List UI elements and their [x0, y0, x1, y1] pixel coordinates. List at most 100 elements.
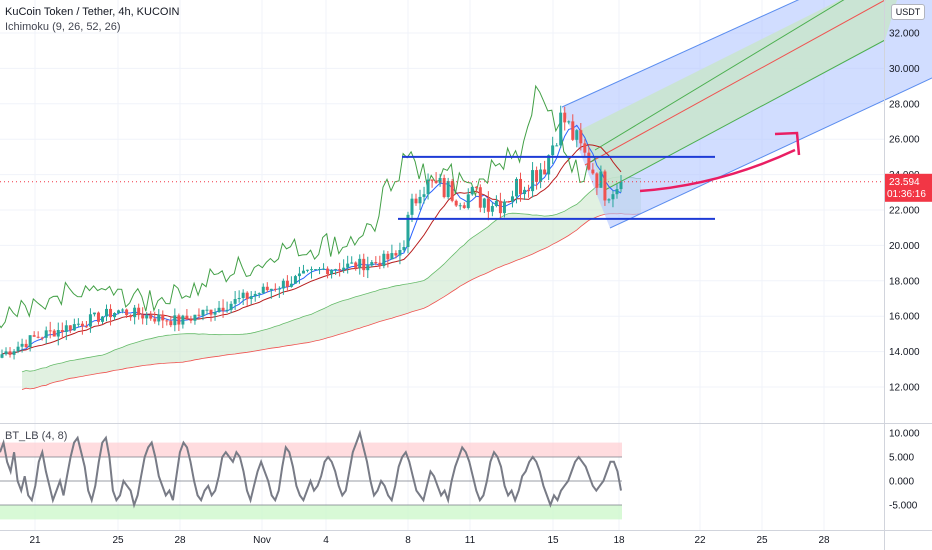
- candle-body: [52, 330, 56, 337]
- candle-body: [40, 337, 44, 339]
- candle-body: [209, 309, 213, 315]
- price-tag-countdown: 01:36:16: [887, 189, 926, 200]
- candle-body: [502, 201, 506, 214]
- candle-body: [153, 318, 157, 322]
- candle-body: [56, 330, 60, 337]
- currency-label[interactable]: USDT: [891, 4, 925, 20]
- candle-body: [402, 247, 406, 251]
- candle-body: [474, 186, 478, 188]
- candle-body: [354, 262, 358, 268]
- price-tick-label: 30.000: [889, 64, 920, 75]
- candle-body: [314, 269, 318, 271]
- candle-body: [382, 253, 386, 267]
- candle-body: [547, 155, 551, 175]
- candle-body: [257, 293, 261, 295]
- candle-body: [523, 189, 527, 195]
- time-tick-label: 28: [174, 535, 186, 546]
- candle-body: [450, 181, 454, 201]
- candle-body: [358, 258, 362, 268]
- candle-body: [261, 286, 265, 294]
- candle-body: [36, 336, 40, 338]
- candle-body: [330, 269, 334, 275]
- candle-body: [454, 200, 458, 206]
- time-tick-label: 8: [405, 535, 411, 546]
- candle-body: [458, 205, 462, 207]
- candle-body: [438, 177, 442, 183]
- candle-body: [575, 130, 579, 140]
- candle-body: [96, 312, 100, 322]
- candle-body: [16, 346, 20, 352]
- candle-body: [366, 265, 370, 271]
- cloud-fill: [22, 176, 641, 390]
- candle-body: [301, 270, 305, 274]
- candle-body: [342, 267, 346, 271]
- candle-body: [543, 169, 547, 175]
- ichimoku-cloud: [21, 176, 642, 390]
- candle-body: [137, 307, 141, 316]
- chart-title: KuCoin Token / Tether, 4h, KUCOIN: [5, 6, 180, 18]
- candle-body: [8, 351, 12, 355]
- candle-body: [430, 179, 434, 181]
- osc-upper-band: [0, 442, 622, 457]
- candle-body: [177, 315, 181, 325]
- trend-drawings: [0, 131, 884, 220]
- price-tick-label: 22.000: [889, 206, 920, 217]
- leading-span-a: [21, 176, 641, 373]
- candle-body: [20, 343, 24, 347]
- candlesticks: [0, 105, 623, 360]
- candle-body: [169, 321, 173, 326]
- candle-body: [72, 324, 76, 331]
- forecast-arrow-line: [639, 148, 796, 193]
- candle-body: [338, 269, 342, 271]
- price-tick-label: 18.000: [889, 276, 920, 287]
- leading-span-b: [21, 213, 642, 390]
- lagging-span: [0, 84, 597, 329]
- candle-body: [591, 169, 595, 174]
- candle-body: [394, 253, 398, 256]
- candle-body: [84, 326, 88, 328]
- candle-body: [277, 288, 281, 290]
- candle-body: [494, 200, 498, 207]
- candle-body: [422, 194, 426, 197]
- pitchfork-channel: [561, 0, 932, 229]
- osc-line: [0, 429, 622, 509]
- candle-body: [105, 308, 109, 317]
- candle-body: [149, 315, 153, 319]
- candle-body: [189, 319, 193, 321]
- osc-tick-label: 5.000: [889, 453, 914, 464]
- candle-body: [466, 194, 470, 208]
- osc-lower-band: [0, 505, 622, 520]
- candle-body: [297, 273, 301, 277]
- candle-body: [527, 189, 531, 192]
- candle-body: [579, 130, 583, 144]
- candle-body: [269, 288, 273, 291]
- candle-body: [583, 143, 587, 153]
- candle-body: [410, 198, 414, 215]
- candle-body: [181, 315, 185, 325]
- candle-body: [249, 296, 253, 300]
- candle-body: [386, 253, 390, 260]
- candle-body: [253, 293, 257, 297]
- candle-body: [145, 315, 149, 319]
- pitchfork-lower: [609, 77, 932, 229]
- candle-body: [362, 258, 366, 271]
- price-tag-value: 23.594: [889, 177, 920, 188]
- candle-body: [350, 262, 354, 264]
- price-tick-label: 28.000: [889, 99, 920, 110]
- candle-body: [281, 280, 285, 289]
- candle-body: [4, 351, 8, 355]
- candle-body: [506, 201, 510, 203]
- pitchfork-green-upper: [594, 0, 845, 151]
- candle-body: [519, 178, 523, 195]
- candle-body: [305, 269, 309, 271]
- candle-body: [161, 314, 165, 321]
- candle-body: [241, 292, 245, 298]
- candle-body: [559, 112, 563, 146]
- candle-body: [310, 269, 313, 271]
- candle-body: [157, 314, 161, 322]
- pitchfork-median: [584, 0, 886, 166]
- candle-body: [446, 181, 450, 198]
- candle-body: [60, 330, 64, 332]
